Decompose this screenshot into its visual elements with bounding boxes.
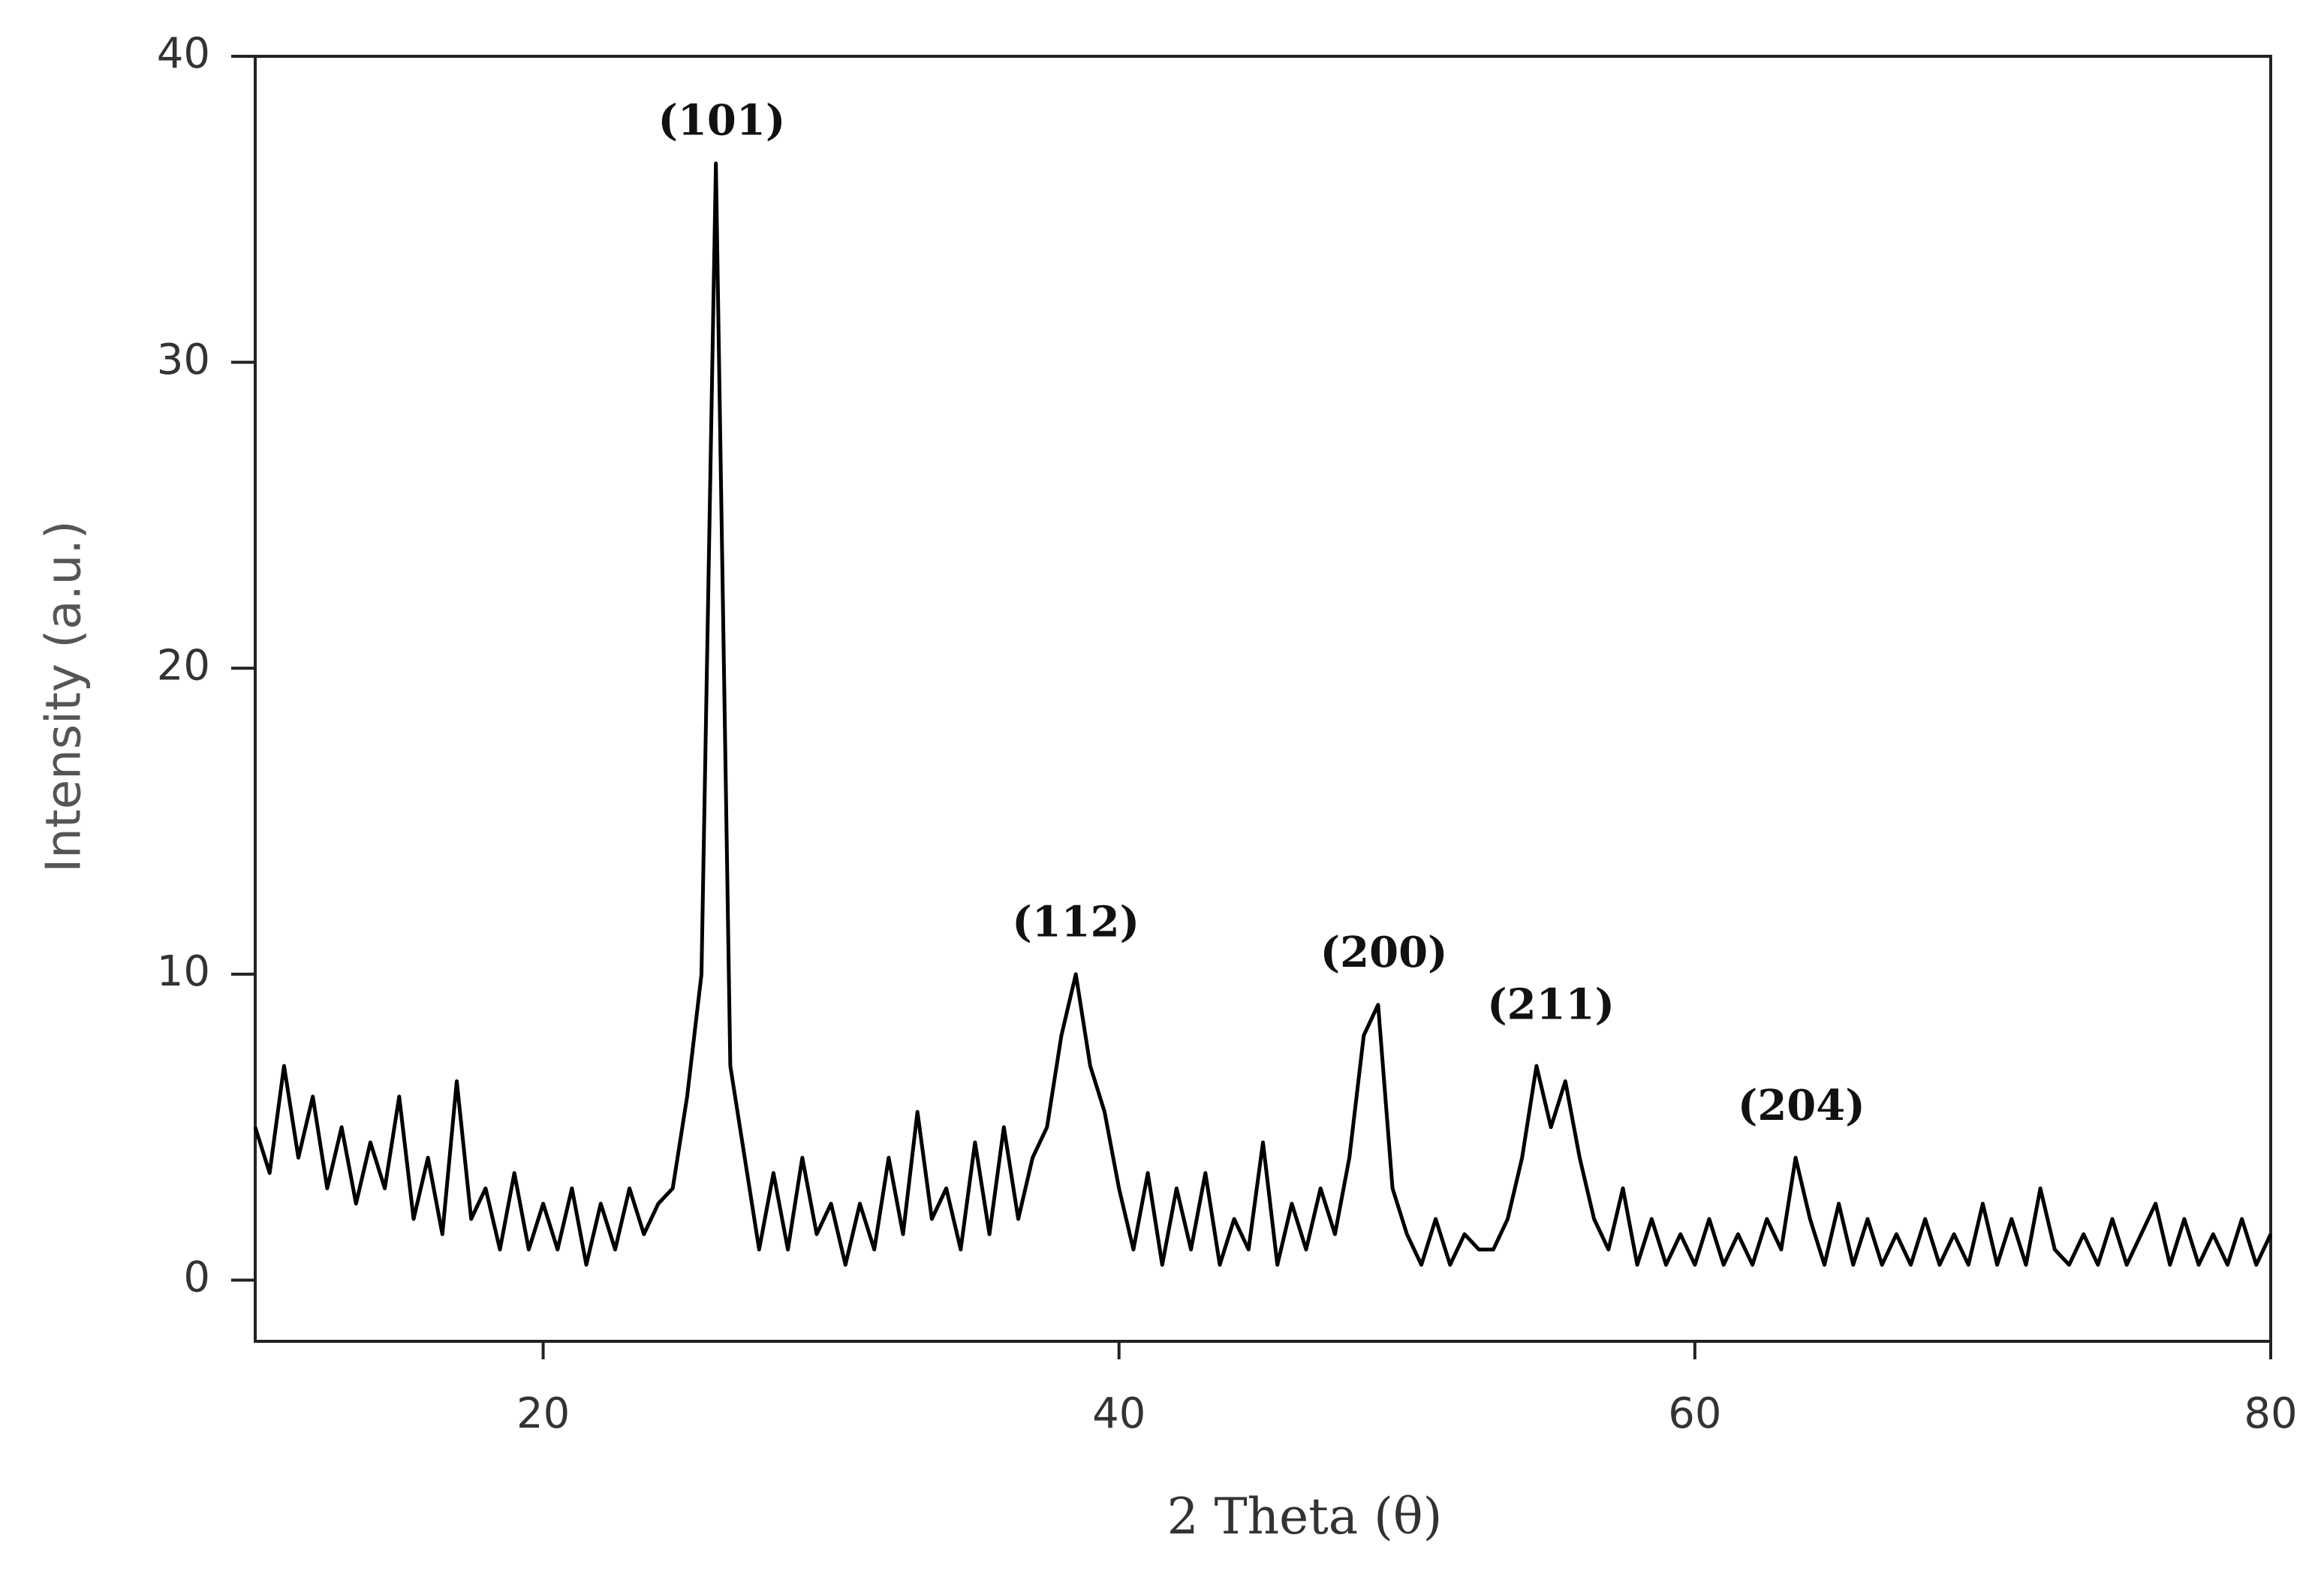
y-tick-label: 30 xyxy=(157,336,210,384)
peak-label: (112) xyxy=(1012,897,1139,946)
x-tick-label: 60 xyxy=(1668,1389,1721,1438)
data-line xyxy=(253,161,2273,1267)
peak-label: (200) xyxy=(1320,928,1448,977)
y-tick-label: 40 xyxy=(157,29,210,78)
peak-label: (204) xyxy=(1738,1081,1865,1130)
x-tick-label: 80 xyxy=(2244,1389,2297,1438)
x-tick-label: 40 xyxy=(1092,1389,1145,1438)
y-tick-label: 20 xyxy=(157,641,210,690)
y-tick-label: 0 xyxy=(183,1253,210,1302)
x-axis-title: 2 Theta (θ) xyxy=(1167,1488,1443,1545)
peak-label: (211) xyxy=(1487,980,1615,1029)
plot-frame xyxy=(254,55,2272,1343)
x-tick-label: 20 xyxy=(516,1389,570,1438)
y-axis-title: Intensity (a.u.) xyxy=(37,520,92,872)
y-tick-label: 10 xyxy=(157,947,210,996)
peak-label: (101) xyxy=(658,95,785,145)
